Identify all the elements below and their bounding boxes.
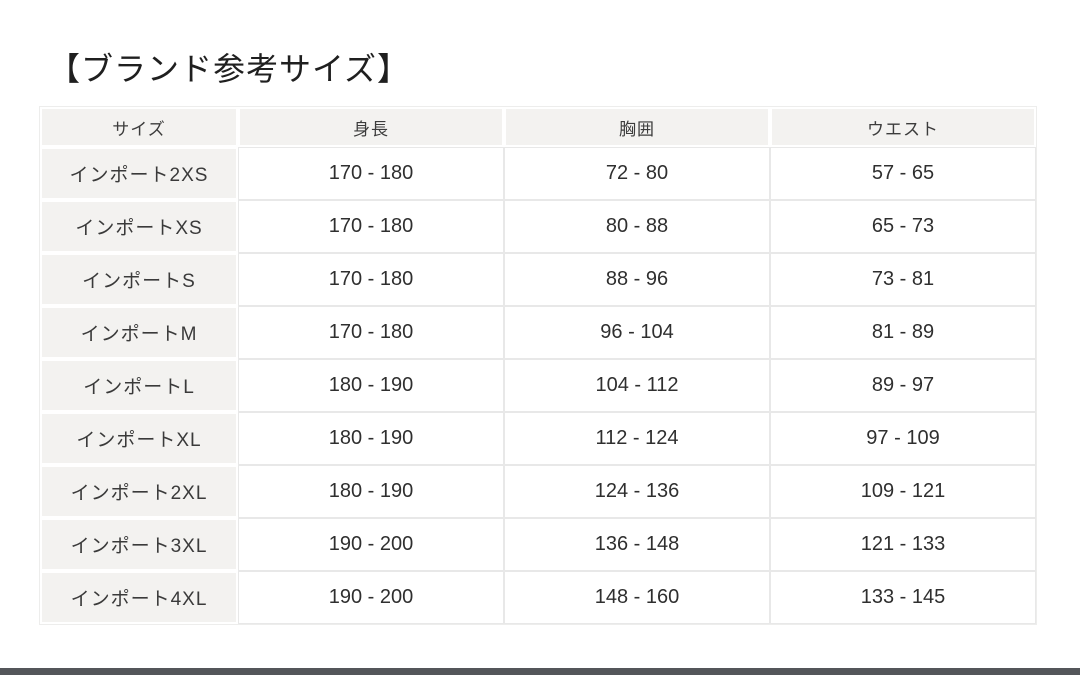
chest-cell: 96 - 104 [504,306,770,359]
chest-cell: 148 - 160 [504,571,770,624]
waist-cell: 109 - 121 [770,465,1036,518]
height-cell: 170 - 180 [238,253,504,306]
table-row: インポート4XL 190 - 200 148 - 160 133 - 145 [40,571,1036,624]
height-cell: 170 - 180 [238,147,504,200]
table-row: インポートL 180 - 190 104 - 112 89 - 97 [40,359,1036,412]
size-cell: インポートL [40,359,238,412]
table-header-row: サイズ 身長 胸囲 ウエスト [40,107,1036,147]
size-cell: インポートXL [40,412,238,465]
waist-cell: 121 - 133 [770,518,1036,571]
table-row: インポート3XL 190 - 200 136 - 148 121 - 133 [40,518,1036,571]
table-row: インポート2XS 170 - 180 72 - 80 57 - 65 [40,147,1036,200]
column-header-chest: 胸囲 [504,107,770,147]
height-cell: 190 - 200 [238,518,504,571]
size-cell: インポートXS [40,200,238,253]
bottom-divider [0,668,1080,675]
size-cell: インポートM [40,306,238,359]
chest-cell: 104 - 112 [504,359,770,412]
waist-cell: 81 - 89 [770,306,1036,359]
waist-cell: 133 - 145 [770,571,1036,624]
column-header-waist: ウエスト [770,107,1036,147]
height-cell: 170 - 180 [238,200,504,253]
waist-cell: 73 - 81 [770,253,1036,306]
size-cell: インポート4XL [40,571,238,624]
size-cell: インポート2XS [40,147,238,200]
chest-cell: 124 - 136 [504,465,770,518]
height-cell: 180 - 190 [238,412,504,465]
column-header-size: サイズ [40,107,238,147]
table-row: インポート2XL 180 - 190 124 - 136 109 - 121 [40,465,1036,518]
height-cell: 180 - 190 [238,465,504,518]
chest-cell: 72 - 80 [504,147,770,200]
page-title: 【ブランド参考サイズ】 [48,51,411,87]
height-cell: 170 - 180 [238,306,504,359]
height-cell: 190 - 200 [238,571,504,624]
chest-cell: 136 - 148 [504,518,770,571]
height-cell: 180 - 190 [238,359,504,412]
size-cell: インポート3XL [40,518,238,571]
table-row: インポートM 170 - 180 96 - 104 81 - 89 [40,306,1036,359]
column-header-height: 身長 [238,107,504,147]
size-chart-table: サイズ 身長 胸囲 ウエスト インポート2XS 170 - 180 72 - 8… [39,106,1037,625]
table-row: インポートXL 180 - 190 112 - 124 97 - 109 [40,412,1036,465]
waist-cell: 89 - 97 [770,359,1036,412]
chest-cell: 80 - 88 [504,200,770,253]
size-cell: インポートS [40,253,238,306]
chest-cell: 112 - 124 [504,412,770,465]
waist-cell: 97 - 109 [770,412,1036,465]
table-row: インポートXS 170 - 180 80 - 88 65 - 73 [40,200,1036,253]
table-row: インポートS 170 - 180 88 - 96 73 - 81 [40,253,1036,306]
waist-cell: 57 - 65 [770,147,1036,200]
size-cell: インポート2XL [40,465,238,518]
waist-cell: 65 - 73 [770,200,1036,253]
chest-cell: 88 - 96 [504,253,770,306]
